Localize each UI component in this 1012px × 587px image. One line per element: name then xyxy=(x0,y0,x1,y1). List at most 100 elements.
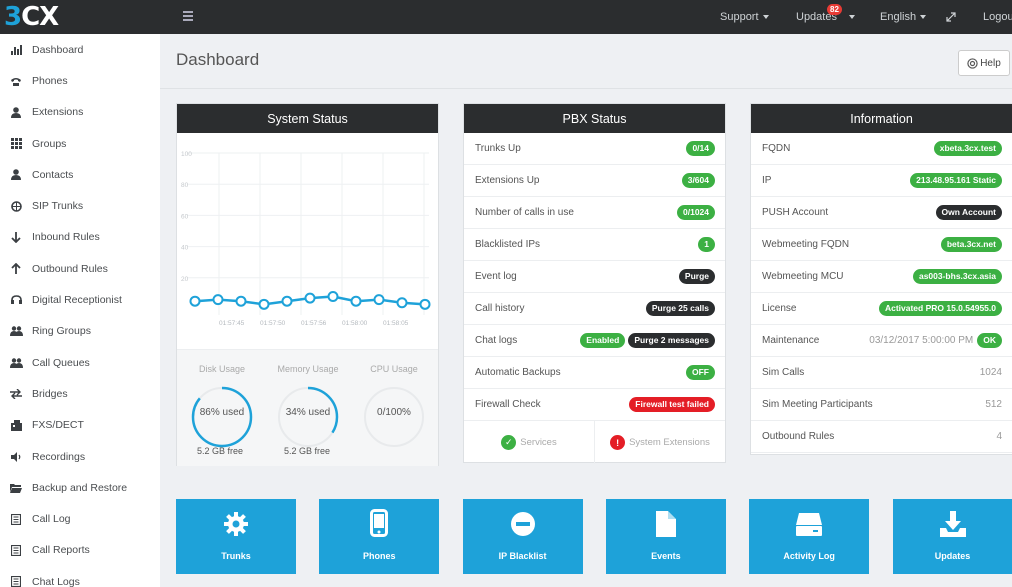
sidebar-item-groups[interactable]: Groups xyxy=(0,128,160,159)
sidebar-item-label: Contacts xyxy=(32,168,74,181)
help-button[interactable]: Help xyxy=(958,50,1010,76)
y-tick-label: 60 xyxy=(181,213,189,220)
info-row-license: License Activated PRO 15.0.54955.0 xyxy=(751,293,1012,325)
tile-activity-log[interactable]: Activity Log xyxy=(749,499,870,574)
data-point[interactable] xyxy=(373,294,385,306)
data-point[interactable] xyxy=(350,295,362,307)
information-panel: Information FQDN xbeta.3cx.test IP 213.48.9… xyxy=(750,103,1012,455)
data-point[interactable] xyxy=(327,291,339,303)
list-icon xyxy=(9,544,23,556)
status-pill: beta.3cx.net xyxy=(940,237,1002,252)
data-point[interactable] xyxy=(235,295,247,307)
info-rows: FQDN xbeta.3cx.test IP 213.48.95.161 Static… xyxy=(751,133,1012,453)
row-label: IP xyxy=(762,175,772,186)
sidebar-item-extensions[interactable]: Extensions xyxy=(0,97,160,128)
sidebar-item-backup-and-restore[interactable]: Backup and Restore xyxy=(0,472,160,503)
pbx-row-extensions-up: Extensions Up 3/604 xyxy=(464,165,725,197)
info-row-fqdn: FQDN xbeta.3cx.test xyxy=(751,133,1012,165)
status-pill: OK xyxy=(977,333,1002,348)
sidebar-item-chat-logs[interactable]: Chat Logs xyxy=(0,566,160,587)
file-icon xyxy=(655,511,676,551)
row-label: Outbound Rules xyxy=(762,431,835,442)
logout-link[interactable]: Logout xyxy=(983,0,1012,34)
sidebar-item-label: Inbound Rules xyxy=(32,231,100,244)
sidebar-item-bridges[interactable]: Bridges xyxy=(0,378,160,409)
grid-icon xyxy=(9,138,23,150)
tile-updates[interactable]: Updates xyxy=(892,499,1012,574)
row-label: Number of calls in use xyxy=(475,207,574,218)
sidebar-item-phones[interactable]: Phones xyxy=(0,65,160,96)
sidebar-item-call-log[interactable]: Call Log xyxy=(0,503,160,534)
fullscreen-icon[interactable] xyxy=(946,0,956,34)
sidebar-item-contacts[interactable]: Contacts xyxy=(0,159,160,190)
data-point[interactable] xyxy=(396,297,408,309)
updates-menu[interactable]: Updates xyxy=(796,0,855,34)
data-point[interactable] xyxy=(281,295,293,307)
pbx-footer: ✓ Services ! System Extensions xyxy=(464,421,725,464)
row-value: 512 xyxy=(985,399,1002,410)
system-extensions-link[interactable]: ! System Extensions xyxy=(595,421,725,464)
cpu-usage-label: CPU Usage xyxy=(370,364,418,374)
pbx-row-event-log: Event log Purge xyxy=(464,261,725,293)
disk-usage-value: 86% used xyxy=(199,407,245,418)
data-point[interactable] xyxy=(212,294,224,306)
row-label: Call history xyxy=(475,303,525,314)
support-label: Support xyxy=(720,11,759,23)
sidebar-item-fxs-dect[interactable]: FXS/DECT xyxy=(0,410,160,441)
tile-label: Phones xyxy=(363,551,396,561)
info-row-ip: IP 213.48.95.161 Static xyxy=(751,165,1012,197)
sidebar-item-sip-trunks[interactable]: SIP Trunks xyxy=(0,190,160,221)
row-label: License xyxy=(762,303,797,314)
sidebar-item-label: Outbound Rules xyxy=(32,262,108,275)
tile-phones[interactable]: Phones xyxy=(319,499,440,574)
row-label: Webmeeting FQDN xyxy=(762,239,850,250)
menu-toggle-icon[interactable] xyxy=(183,11,193,21)
volume-icon xyxy=(9,451,23,463)
sidebar-item-label: Backup and Restore xyxy=(32,481,128,494)
tile-trunks[interactable]: Trunks xyxy=(176,499,296,574)
tile-events[interactable]: Events xyxy=(605,499,726,574)
sidebar-item-label: Call Queues xyxy=(32,356,90,369)
system-extensions-label: System Extensions xyxy=(629,437,710,448)
caret-down-icon xyxy=(920,15,927,19)
x-tick-label: 01:57:50 xyxy=(260,320,286,327)
support-menu[interactable]: Support xyxy=(720,0,769,34)
sidebar-item-label: Extensions xyxy=(32,106,84,119)
page-title: Dashboard xyxy=(176,50,260,69)
data-point[interactable] xyxy=(189,295,201,307)
pbx-row-chat-logs: Chat logs Enabled Purge 2 messages xyxy=(464,325,725,357)
data-point[interactable] xyxy=(258,298,270,310)
fax-icon xyxy=(9,419,23,431)
pbx-row-call-history: Call history Purge 25 calls xyxy=(464,293,725,325)
sidebar-item-label: Call Log xyxy=(32,513,71,526)
sidebar-item-digital-receptionist[interactable]: Digital Receptionist xyxy=(0,284,160,315)
data-point[interactable] xyxy=(419,298,431,310)
logo-prefix: 3 xyxy=(4,2,22,32)
data-point[interactable] xyxy=(304,292,316,304)
sidebar-item-ring-groups[interactable]: Ring Groups xyxy=(0,316,160,347)
sidebar-item-inbound-rules[interactable]: Inbound Rules xyxy=(0,222,160,253)
line-chart: 20 40 60 80 100 01:57:45 01:57:50 01:57:56 01:58… xyxy=(181,151,431,327)
headset-icon xyxy=(9,294,23,306)
usage-section: Disk Usage Memory Usage CPU Usage 86% us… xyxy=(177,349,438,466)
language-menu[interactable]: English xyxy=(880,0,927,34)
3cx-logo[interactable]: 3 CX xyxy=(4,1,59,33)
sidebar-item-label: Phones xyxy=(32,74,68,87)
sidebar-item-recordings[interactable]: Recordings xyxy=(0,441,160,472)
row-label: PUSH Account xyxy=(762,207,829,218)
sidebar-item-dashboard[interactable]: Dashboard xyxy=(0,34,160,65)
sidebar-item-label: Digital Receptionist xyxy=(32,294,122,307)
status-pill[interactable]: Purge 25 calls xyxy=(645,301,715,316)
updates-label: Updates xyxy=(796,11,837,23)
tile-label: Updates xyxy=(934,551,971,561)
row-label: Automatic Backups xyxy=(475,367,561,378)
disk-gauge xyxy=(191,386,253,448)
status-pill[interactable]: Purge xyxy=(678,269,715,284)
sidebar-item-call-reports[interactable]: Call Reports xyxy=(0,535,160,566)
services-link[interactable]: ✓ Services xyxy=(464,421,595,464)
status-pill[interactable]: Purge 2 messages xyxy=(628,333,715,348)
sidebar-item-outbound-rules[interactable]: Outbound Rules xyxy=(0,253,160,284)
sidebar-item-call-queues[interactable]: Call Queues xyxy=(0,347,160,378)
status-pill: 1 xyxy=(698,237,715,252)
tile-ip-blacklist[interactable]: IP Blacklist xyxy=(462,499,583,574)
